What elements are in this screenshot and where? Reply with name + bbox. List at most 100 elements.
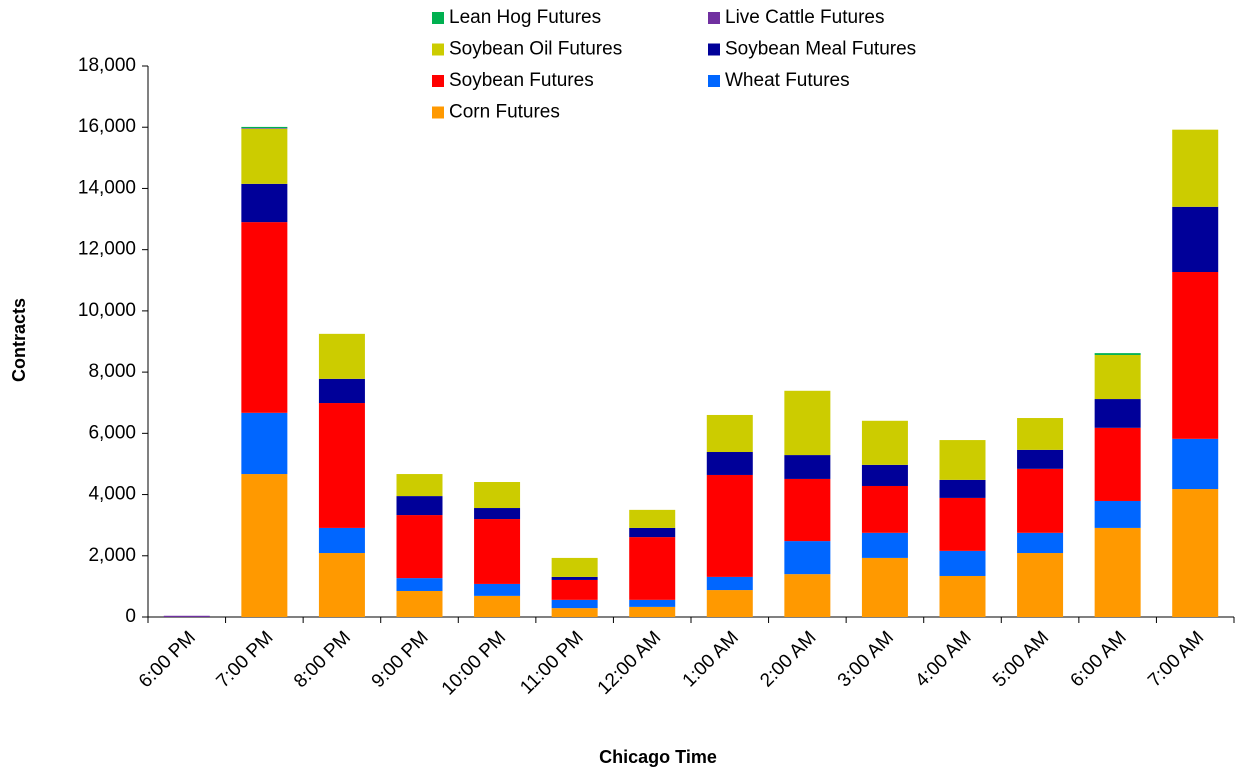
bar-segment: [861, 420, 908, 465]
bar-segment: [474, 508, 521, 520]
bar-segment: [163, 615, 210, 617]
bar-segment: [396, 515, 443, 579]
y-tick-label: 0: [125, 606, 136, 627]
bar-segment: [318, 553, 365, 617]
bar-segment: [861, 464, 908, 486]
bar-segment: [939, 440, 986, 480]
legend-label: Soybean Futures: [449, 70, 594, 91]
legend-swatch: [708, 43, 720, 56]
x-tick-label: 9:00 PM: [368, 627, 433, 692]
bar-segment: [1094, 427, 1141, 501]
y-tick-label: 12,000: [78, 239, 136, 260]
bar-segment: [1017, 449, 1064, 469]
bar-segment: [629, 599, 676, 607]
bar-segment: [1094, 354, 1141, 400]
legend-label: Lean Hog Futures: [449, 7, 601, 28]
bar-segment: [629, 606, 676, 617]
x-tick-label: 10:00 PM: [438, 627, 510, 699]
x-tick-label: 12:00 AM: [594, 627, 666, 699]
bar-segment: [939, 575, 986, 617]
bar-segment: [1017, 468, 1064, 533]
bar-segment: [784, 455, 831, 479]
bar-segment: [551, 579, 598, 600]
x-axis-title: Chicago Time: [599, 747, 717, 767]
bar-segment: [474, 519, 521, 584]
bar-segment: [861, 532, 908, 558]
bar-segment: [318, 378, 365, 404]
bar-segment: [551, 557, 598, 577]
y-tick-label: 4,000: [88, 484, 136, 505]
x-tick-label: 8:00 PM: [290, 627, 355, 692]
bar-segment: [318, 333, 365, 379]
bar-segment: [551, 599, 598, 609]
bar-segment: [474, 482, 521, 509]
legend-label: Live Cattle Futures: [725, 7, 884, 28]
x-tick-label: 7:00 AM: [1144, 627, 1208, 691]
bar-segment: [1172, 272, 1219, 439]
bar-segment: [1172, 129, 1219, 207]
bar-segment: [241, 474, 288, 617]
y-tick-label: 16,000: [78, 116, 136, 137]
bar-segment: [1172, 206, 1219, 273]
y-tick-label: 6,000: [88, 422, 136, 443]
bar-segment: [1094, 500, 1141, 528]
bar-segment: [784, 541, 831, 575]
bar-segment: [318, 403, 365, 528]
bar-segment: [784, 390, 831, 456]
bar-segment: [706, 414, 753, 453]
y-tick-label: 2,000: [88, 545, 136, 566]
legend-label: Soybean Meal Futures: [725, 39, 916, 60]
bar-segment: [241, 126, 288, 129]
bar-segment: [1017, 553, 1064, 617]
bar-segment: [939, 550, 986, 576]
bar-segment: [629, 509, 676, 528]
legend-label: Wheat Futures: [725, 70, 850, 91]
bar-segment: [318, 527, 365, 554]
bar-segment: [241, 128, 288, 129]
bar-segment: [1172, 489, 1219, 617]
bar-segment: [396, 474, 443, 497]
bar-segment: [241, 128, 288, 184]
bar-segment: [241, 183, 288, 223]
x-tick-label: 1:00 AM: [679, 627, 743, 691]
bar-segment: [706, 452, 753, 475]
bar-segment: [474, 595, 521, 617]
x-tick-label: 2:00 AM: [756, 627, 820, 691]
bar-segment: [706, 590, 753, 617]
bar-segment: [706, 474, 753, 577]
bar-segment: [551, 576, 598, 580]
bar-segment: [784, 574, 831, 617]
legend-swatch: [432, 43, 444, 56]
x-tick-label: 7:00 PM: [213, 627, 278, 692]
bar-segment: [861, 557, 908, 617]
x-tick-label: 6:00 PM: [135, 627, 200, 692]
bar-segment: [396, 496, 443, 516]
bar-segment: [474, 583, 521, 596]
bar-segment: [784, 478, 831, 542]
x-tick-label: 3:00 AM: [834, 627, 898, 691]
x-tick-label: 4:00 AM: [911, 627, 975, 691]
bar-segment: [551, 608, 598, 617]
bar-segment: [1094, 527, 1141, 617]
bar-segment: [396, 590, 443, 617]
legend-swatch: [432, 106, 444, 119]
bar-segment: [241, 412, 288, 475]
bar-segment: [396, 578, 443, 591]
bar-segment: [1017, 418, 1064, 450]
bar-segment: [939, 479, 986, 498]
bar-segment: [1094, 353, 1141, 355]
legend-label: Soybean Oil Futures: [449, 39, 622, 60]
y-tick-label: 14,000: [78, 177, 136, 198]
bar-segment: [629, 527, 676, 538]
y-tick-label: 10,000: [78, 300, 136, 321]
x-tick-label: 5:00 AM: [989, 627, 1053, 691]
y-tick-label: 18,000: [78, 55, 136, 76]
x-tick-label: 6:00 AM: [1067, 627, 1131, 691]
legend-swatch: [708, 75, 720, 87]
bar-segment: [1094, 399, 1141, 428]
bar-segment: [1172, 438, 1219, 490]
bar-segment: [939, 497, 986, 551]
y-axis-title: Contracts: [9, 298, 29, 382]
bar-segment: [706, 576, 753, 591]
